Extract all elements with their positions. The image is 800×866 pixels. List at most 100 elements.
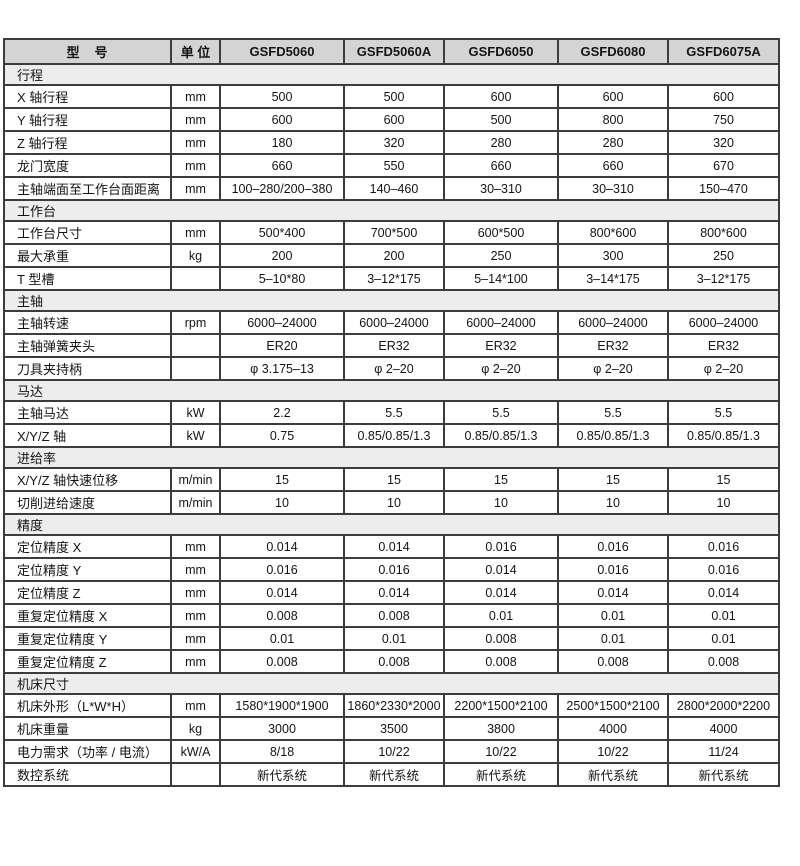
row-label: 最大承重: [3, 243, 172, 268]
section-title-spindle: 主轴: [3, 289, 780, 312]
row-label: 切削进给速度: [3, 490, 172, 515]
value-gsfd5060: 新代系统: [219, 762, 345, 787]
value-gsfd5060: 0.014: [219, 534, 345, 559]
section-title-feedrate: 进给率: [3, 446, 780, 469]
value-gsfd6050: φ 2–20: [443, 356, 559, 381]
value-gsfd6080: ER32: [557, 333, 669, 358]
value-gsfd6080: 新代系统: [557, 762, 669, 787]
value-gsfd5060a: 0.01: [343, 626, 445, 651]
spec-row: 工作台尺寸 mm 500*400 700*500 600*500 800*600 800*6…: [3, 220, 780, 245]
row-label: 重复定位精度 Z: [3, 649, 172, 674]
row-label: 龙门宽度: [3, 153, 172, 178]
spec-row: Z 轴行程 mm 180 320 280 280 320: [3, 130, 780, 155]
value-gsfd5060: 0.008: [219, 603, 345, 628]
value-gsfd5060: 0.01: [219, 626, 345, 651]
value-gsfd6050: 5.5: [443, 400, 559, 425]
row-unit: mm: [170, 534, 221, 559]
row-label: 刀具夹持柄: [3, 356, 172, 381]
value-gsfd6050: 0.85/0.85/1.3: [443, 423, 559, 448]
spec-table-body: 行程 X 轴行程 mm 500 500 600 600 600 Y 轴行程 mm 600 600 500…: [3, 63, 780, 787]
value-gsfd6080: 10: [557, 490, 669, 515]
value-gsfd6050: 2200*1500*2100: [443, 693, 559, 718]
value-gsfd6050: 10/22: [443, 739, 559, 764]
value-gsfd5060: 100–280/200–380: [219, 176, 345, 201]
section-title-worktable: 工作台: [3, 199, 780, 222]
value-gsfd6080: 300: [557, 243, 669, 268]
value-gsfd5060a: ER32: [343, 333, 445, 358]
value-gsfd5060a: 6000–24000: [343, 310, 445, 335]
value-gsfd6050: 10: [443, 490, 559, 515]
value-gsfd5060a: 3–12*175: [343, 266, 445, 291]
spec-row: 主轴弹簧夹头 ER20 ER32 ER32 ER32 ER32: [3, 333, 780, 358]
model-header-gsfd6075a: GSFD6075A: [667, 38, 780, 65]
row-label: 主轴转速: [3, 310, 172, 335]
value-gsfd6050: 3800: [443, 716, 559, 741]
value-gsfd5060: φ 3.175–13: [219, 356, 345, 381]
unit-column-header: 单 位: [170, 38, 221, 65]
value-gsfd5060a: 500: [343, 84, 445, 109]
value-gsfd5060: 0.016: [219, 557, 345, 582]
value-gsfd6050: 0.008: [443, 649, 559, 674]
value-gsfd5060: 6000–24000: [219, 310, 345, 335]
value-gsfd5060a: 0.85/0.85/1.3: [343, 423, 445, 448]
spec-row: 数控系统 新代系统 新代系统 新代系统 新代系统 新代系统: [3, 762, 780, 787]
spec-row: 龙门宽度 mm 660 550 660 660 670: [3, 153, 780, 178]
header-row: 型 号 单 位 GSFD5060 GSFD5060A GSFD6050 GSFD…: [3, 38, 780, 65]
row-unit: kg: [170, 243, 221, 268]
value-gsfd5060: 0.014: [219, 580, 345, 605]
value-gsfd6075a: 750: [667, 107, 780, 132]
value-gsfd6075a: 250: [667, 243, 780, 268]
row-unit: kW: [170, 423, 221, 448]
value-gsfd6075a: 4000: [667, 716, 780, 741]
value-gsfd6050: 0.014: [443, 580, 559, 605]
value-gsfd6075a: 0.01: [667, 626, 780, 651]
row-unit: m/min: [170, 467, 221, 492]
row-unit: [170, 762, 221, 787]
value-gsfd6080: 0.008: [557, 649, 669, 674]
spec-row: X/Y/Z 轴快速位移 m/min 15 15 15 15 15: [3, 467, 780, 492]
value-gsfd6075a: 0.008: [667, 649, 780, 674]
value-gsfd6080: 4000: [557, 716, 669, 741]
value-gsfd6075a: 670: [667, 153, 780, 178]
value-gsfd6080: 2500*1500*2100: [557, 693, 669, 718]
value-gsfd6080: 30–310: [557, 176, 669, 201]
row-unit: mm: [170, 603, 221, 628]
value-gsfd6075a: 0.85/0.85/1.3: [667, 423, 780, 448]
value-gsfd6075a: 0.016: [667, 534, 780, 559]
row-unit: [170, 266, 221, 291]
section-row-spindle: 主轴: [3, 289, 780, 312]
value-gsfd6050: 0.01: [443, 603, 559, 628]
section-row-accuracy: 精度: [3, 513, 780, 536]
value-gsfd6075a: 10: [667, 490, 780, 515]
value-gsfd6075a: 6000–24000: [667, 310, 780, 335]
section-row-motor: 马达: [3, 379, 780, 402]
value-gsfd6050: 660: [443, 153, 559, 178]
value-gsfd6050: 15: [443, 467, 559, 492]
spec-row: 电力需求（功率 / 电流） kW/A 8/18 10/22 10/22 10/22 11/2…: [3, 739, 780, 764]
spec-row: Y 轴行程 mm 600 600 500 800 750: [3, 107, 780, 132]
value-gsfd6050: 30–310: [443, 176, 559, 201]
value-gsfd6075a: 2800*2000*2200: [667, 693, 780, 718]
value-gsfd6050: 0.014: [443, 557, 559, 582]
row-label: 主轴马达: [3, 400, 172, 425]
row-label: 定位精度 X: [3, 534, 172, 559]
model-header-gsfd5060: GSFD5060: [219, 38, 345, 65]
value-gsfd5060a: 600: [343, 107, 445, 132]
row-label: X 轴行程: [3, 84, 172, 109]
spec-table-container: 型 号 单 位 GSFD5060 GSFD5060A GSFD6050 GSFD…: [3, 38, 800, 787]
row-unit: mm: [170, 220, 221, 245]
value-gsfd6080: 280: [557, 130, 669, 155]
value-gsfd6075a: ER32: [667, 333, 780, 358]
row-unit: kg: [170, 716, 221, 741]
value-gsfd6075a: φ 2–20: [667, 356, 780, 381]
row-label: 电力需求（功率 / 电流）: [3, 739, 172, 764]
model-header-gsfd5060a: GSFD5060A: [343, 38, 445, 65]
value-gsfd6075a: 15: [667, 467, 780, 492]
spec-row: T 型槽 5–10*80 3–12*175 5–14*100 3–14*175 3–12*…: [3, 266, 780, 291]
row-unit: mm: [170, 176, 221, 201]
value-gsfd5060a: 700*500: [343, 220, 445, 245]
value-gsfd5060a: 0.014: [343, 534, 445, 559]
